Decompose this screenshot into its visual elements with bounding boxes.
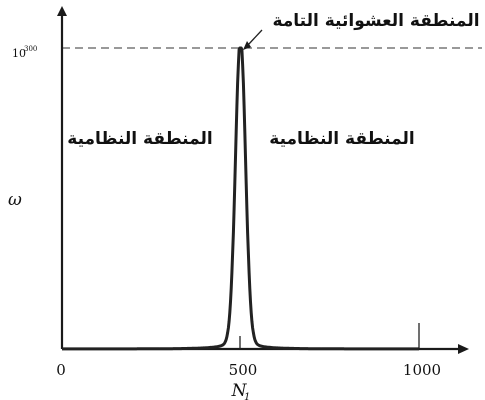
x-tick-label-0: 0 (56, 361, 66, 379)
peak-annotation-label: المنطقة العشوائية التامة (272, 11, 479, 31)
peak-annotation-arrowhead (243, 41, 251, 50)
x-tick-label-1000: 1000 (403, 361, 441, 379)
y-axis-arrow (57, 6, 67, 16)
x-axis-label-subscript: 1 (244, 392, 250, 400)
peak-annotation-arrow (247, 29, 263, 46)
reference-label-base: 10 (12, 47, 26, 60)
reference-label-exponent: 300 (24, 45, 37, 53)
x-axis-arrow (458, 344, 469, 354)
right-region-label: المنطقة النظامية (269, 129, 414, 149)
left-region-label: المنطقة النظامية (67, 129, 212, 149)
x-axis-label: N (231, 381, 248, 400)
y-axis-label: ω (8, 190, 22, 210)
series-line (61, 46, 420, 351)
x-tick-label-500: 500 (229, 361, 258, 379)
